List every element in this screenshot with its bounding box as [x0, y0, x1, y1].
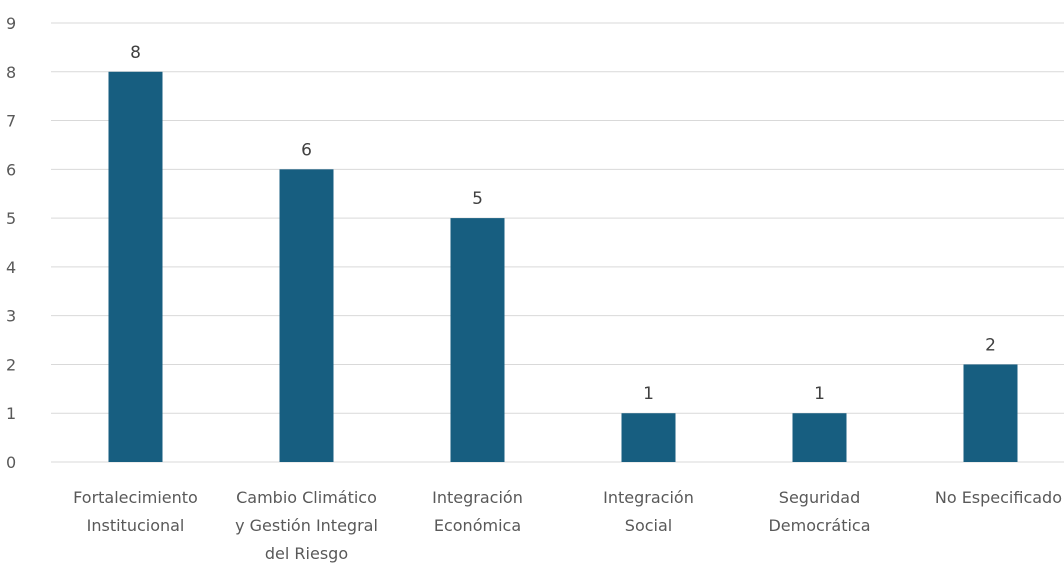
x-category-label-2-1: Económica [434, 516, 521, 535]
y-tick-label-1: 1 [6, 404, 16, 423]
x-axis-categories: Fortalecimiento Institucional Cambio Climá… [73, 488, 1062, 563]
y-tick-label-5: 5 [6, 209, 16, 228]
y-tick-label-7: 7 [6, 112, 16, 131]
bars [108, 71, 1018, 463]
gridlines [51, 22, 1064, 463]
bar-4 [792, 413, 847, 462]
bar-2 [450, 218, 505, 462]
data-label-4: 1 [814, 384, 825, 404]
y-tick-label-3: 3 [6, 307, 16, 326]
bar-0 [108, 71, 163, 463]
x-category-label-1-0: Cambio Climático [236, 488, 377, 507]
y-tick-label-2: 2 [6, 355, 16, 374]
y-tick-label-6: 6 [6, 160, 16, 179]
bar-3 [621, 413, 676, 462]
x-category-label-4-1: Democrática [768, 516, 870, 535]
x-category-label-3-0: Integración [603, 488, 694, 507]
x-category-label-1-2: del Riesgo [265, 544, 348, 563]
y-tick-label-9: 9 [6, 14, 16, 33]
y-tick-label-4: 4 [6, 258, 16, 277]
bar-1 [279, 169, 334, 463]
bar-5 [963, 364, 1018, 462]
y-tick-label-8: 8 [6, 63, 16, 82]
x-category-label-5-0: No Especificado [935, 488, 1062, 507]
data-label-2: 5 [472, 189, 483, 209]
data-label-5: 2 [985, 335, 996, 355]
y-axis-ticks: 0 1 2 3 4 5 6 7 8 9 [6, 14, 16, 472]
x-category-label-0-0: Fortalecimiento [73, 488, 198, 507]
x-category-label-3-1: Social [625, 516, 672, 535]
y-tick-label-0: 0 [6, 453, 16, 472]
x-category-label-2-0: Integración [432, 488, 523, 507]
data-labels: 8 6 5 1 1 2 [130, 43, 996, 404]
data-label-0: 8 [130, 43, 141, 63]
x-category-label-0-1: Institucional [87, 516, 185, 535]
data-label-1: 6 [301, 140, 312, 160]
x-category-label-4-0: Seguridad [779, 488, 860, 507]
data-label-3: 1 [643, 384, 654, 404]
x-category-label-1-1: y Gestión Integral [235, 516, 378, 535]
